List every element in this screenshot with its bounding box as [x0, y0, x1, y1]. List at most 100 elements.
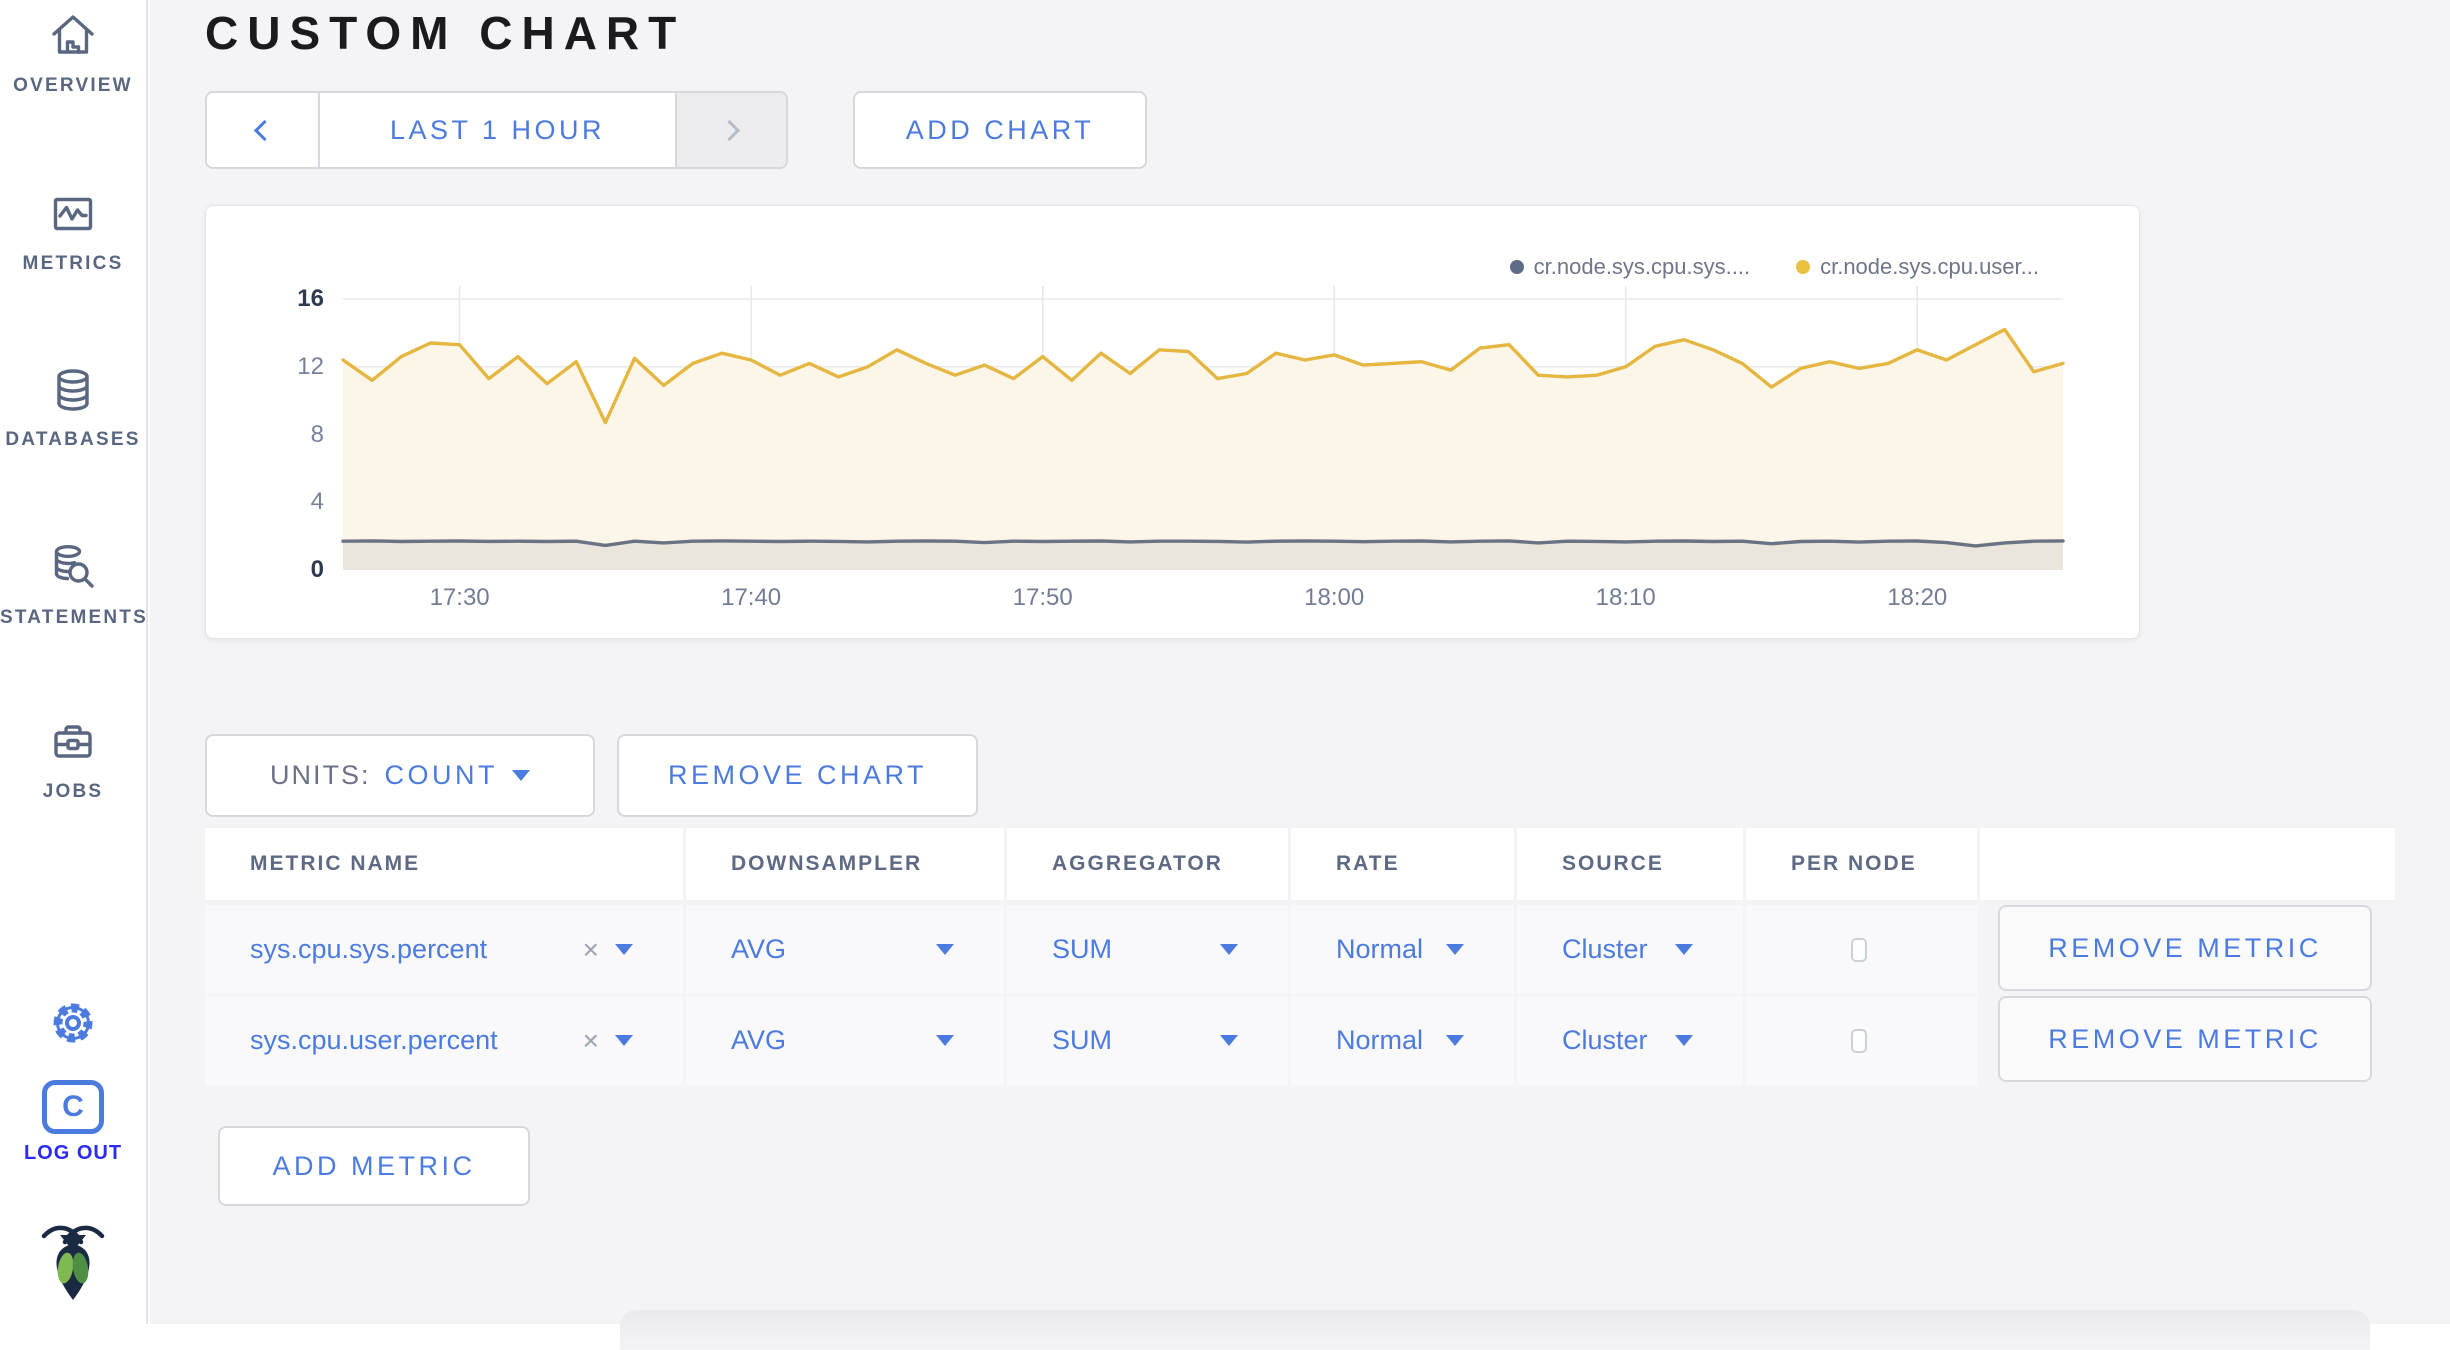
table-header-cell: METRIC NAME — [205, 828, 683, 900]
x-axis-tick-label: 17:30 — [400, 584, 520, 612]
next-chart-shadow — [620, 1310, 2370, 1350]
action-cell: REMOVE METRIC — [1980, 905, 2395, 994]
x-axis-tick-label: 18:20 — [1857, 584, 1977, 612]
metric-name-dropdown[interactable]: sys.cpu.user.percent × — [205, 996, 683, 1085]
cockroach-bug-icon — [40, 1295, 106, 1312]
settings-button[interactable] — [0, 995, 146, 1056]
dropdown-value: SUM — [1052, 934, 1112, 965]
sidebar-item-statements[interactable]: STATEMENTS — [0, 542, 146, 629]
legend-item[interactable]: cr.node.sys.cpu.user... — [1796, 254, 2039, 280]
time-range-selector: LAST 1 HOUR — [205, 91, 788, 169]
sidebar-item-label: METRICS — [0, 253, 146, 275]
logout-label: LOG OUT — [0, 1142, 146, 1165]
remove-chart-button[interactable]: REMOVE CHART — [617, 734, 978, 817]
time-range-label[interactable]: LAST 1 HOUR — [320, 93, 675, 167]
sidebar-item-label: STATEMENTS — [0, 607, 146, 629]
dropdown-value: Cluster — [1562, 934, 1648, 965]
chevron-left-icon — [254, 119, 275, 140]
dropdown-value: AVG — [731, 1025, 786, 1056]
sidebar-item-label: JOBS — [0, 781, 146, 803]
add-chart-button[interactable]: ADD CHART — [853, 91, 1147, 169]
metric-name-controls: × — [583, 934, 633, 966]
legend-label: cr.node.sys.cpu.user... — [1820, 254, 2039, 280]
gear-icon — [45, 1038, 101, 1055]
table-header-cell: RATE — [1291, 828, 1514, 900]
dropdown-caret-icon — [512, 770, 530, 781]
y-axis-tick-label: 12 — [244, 353, 324, 381]
per-node-checkbox[interactable] — [1851, 1029, 1867, 1053]
statements-icon — [48, 579, 98, 596]
time-range-prev-button[interactable] — [207, 93, 320, 167]
main-content: CUSTOM CHART LAST 1 HOUR ADD CHART cr.no… — [150, 0, 2450, 1324]
table-header-cell: DOWNSAMPLER — [686, 828, 1004, 900]
dropdown-caret-icon — [1675, 944, 1693, 955]
source-dropdown[interactable]: Cluster — [1517, 905, 1743, 994]
dropdown-caret-icon — [1446, 1035, 1464, 1046]
dropdown-caret-icon — [936, 1035, 954, 1046]
database-icon — [49, 401, 97, 418]
dropdown-value: Normal — [1336, 934, 1423, 965]
home-icon — [49, 47, 97, 64]
remove-metric-button[interactable]: REMOVE METRIC — [1998, 996, 2372, 1082]
dropdown-caret-icon — [936, 944, 954, 955]
units-label: UNITS: — [270, 760, 371, 791]
dropdown-value: Cluster — [1562, 1025, 1648, 1056]
dropdown-caret-icon — [1446, 944, 1464, 955]
metric-name-controls: × — [583, 1025, 633, 1057]
dropdown-caret-icon — [1675, 1035, 1693, 1046]
rate-dropdown[interactable]: Normal — [1291, 996, 1514, 1085]
downsampler-dropdown[interactable]: AVG — [686, 905, 1004, 994]
clear-metric-icon[interactable]: × — [583, 1025, 599, 1057]
sidebar-item-jobs[interactable]: JOBS — [0, 718, 146, 803]
dropdown-value: Normal — [1336, 1025, 1423, 1056]
downsampler-dropdown[interactable]: AVG — [686, 996, 1004, 1085]
page-title: CUSTOM CHART — [205, 6, 685, 60]
units-dropdown[interactable]: UNITS: COUNT — [205, 734, 595, 817]
legend-dot-icon — [1510, 260, 1524, 274]
metric-table-body: sys.cpu.sys.percent× AVG SUM Normal Cluster R… — [205, 905, 2395, 1087]
y-axis-tick-label: 4 — [244, 488, 324, 516]
dropdown-caret-icon — [1220, 944, 1238, 955]
dropdown-caret-icon — [615, 1035, 633, 1046]
metrics-icon — [49, 225, 97, 242]
metric-table-row: sys.cpu.sys.percent× AVG SUM Normal Cluster R… — [205, 905, 2395, 994]
chart-legend: cr.node.sys.cpu.sys.... cr.node.sys.cpu.u… — [1510, 254, 2039, 280]
cockroach-c-icon: C — [42, 1080, 104, 1134]
chevron-right-icon — [719, 119, 740, 140]
logout-button[interactable]: C LOG OUT — [0, 1080, 146, 1165]
sidebar: OVERVIEW METRICS DATABASES — [0, 0, 148, 1324]
sidebar-item-databases[interactable]: DATABASES — [0, 366, 146, 451]
table-header-cell: PER NODE — [1746, 828, 1977, 900]
dropdown-value: AVG — [731, 934, 786, 965]
time-range-next-button[interactable] — [675, 93, 786, 167]
source-dropdown[interactable]: Cluster — [1517, 996, 1743, 1085]
aggregator-dropdown[interactable]: SUM — [1007, 905, 1288, 994]
per-node-cell — [1746, 905, 1977, 994]
sidebar-item-overview[interactable]: OVERVIEW — [0, 12, 146, 97]
remove-metric-button[interactable]: REMOVE METRIC — [1998, 905, 2372, 991]
sidebar-item-metrics[interactable]: METRICS — [0, 190, 146, 275]
x-axis-tick-label: 17:50 — [983, 584, 1103, 612]
clear-metric-icon[interactable]: × — [583, 934, 599, 966]
aggregator-dropdown[interactable]: SUM — [1007, 996, 1288, 1085]
metric-name-dropdown[interactable]: sys.cpu.sys.percent× — [205, 905, 683, 994]
y-axis-tick-label: 16 — [244, 285, 324, 313]
y-axis-tick-label: 0 — [244, 556, 324, 584]
dropdown-caret-icon — [615, 944, 633, 955]
x-axis-tick-label: 18:10 — [1566, 584, 1686, 612]
add-metric-button[interactable]: ADD METRIC — [218, 1126, 530, 1206]
table-header-cell: SOURCE — [1517, 828, 1743, 900]
legend-item[interactable]: cr.node.sys.cpu.sys.... — [1510, 254, 1750, 280]
chart-panel: cr.node.sys.cpu.sys.... cr.node.sys.cpu.u… — [205, 205, 2140, 639]
dropdown-value: SUM — [1052, 1025, 1112, 1056]
y-axis-tick-label: 8 — [244, 421, 324, 449]
metric-name-value: sys.cpu.user.percent — [250, 1025, 498, 1056]
per-node-checkbox[interactable] — [1851, 938, 1867, 962]
time-toolbar: LAST 1 HOUR ADD CHART — [205, 91, 1147, 169]
cockroach-logo — [0, 1218, 146, 1313]
table-header-cell: AGGREGATOR — [1007, 828, 1288, 900]
per-node-cell — [1746, 996, 1977, 1085]
rate-dropdown[interactable]: Normal — [1291, 905, 1514, 994]
legend-label: cr.node.sys.cpu.sys.... — [1534, 254, 1750, 280]
